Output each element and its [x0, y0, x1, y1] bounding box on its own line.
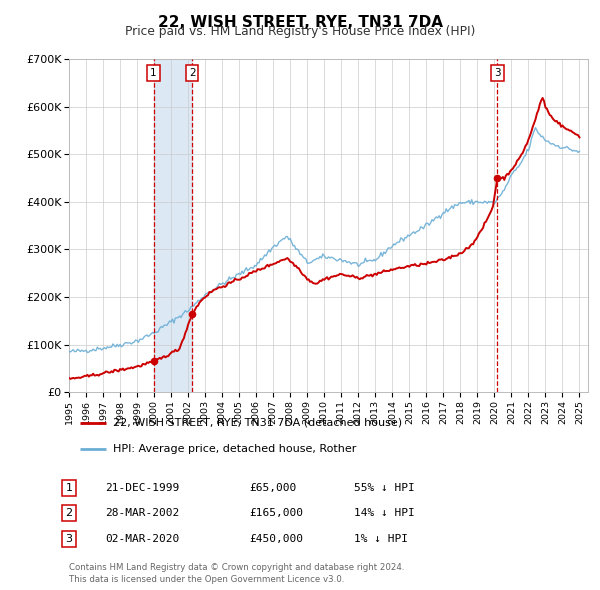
- Text: 1: 1: [65, 483, 73, 493]
- Text: £65,000: £65,000: [249, 483, 296, 493]
- Text: 3: 3: [494, 68, 500, 78]
- Text: 22, WISH STREET, RYE, TN31 7DA (detached house): 22, WISH STREET, RYE, TN31 7DA (detached…: [113, 418, 402, 428]
- Text: £450,000: £450,000: [249, 534, 303, 543]
- Text: 21-DEC-1999: 21-DEC-1999: [105, 483, 179, 493]
- Text: 2: 2: [189, 68, 196, 78]
- Text: 1% ↓ HPI: 1% ↓ HPI: [354, 534, 408, 543]
- Text: 1: 1: [150, 68, 157, 78]
- Text: 3: 3: [65, 534, 73, 543]
- Text: Contains HM Land Registry data © Crown copyright and database right 2024.
This d: Contains HM Land Registry data © Crown c…: [69, 563, 404, 584]
- Text: £165,000: £165,000: [249, 509, 303, 518]
- Text: 02-MAR-2020: 02-MAR-2020: [105, 534, 179, 543]
- Text: 14% ↓ HPI: 14% ↓ HPI: [354, 509, 415, 518]
- Bar: [154, 59, 192, 392]
- Text: 55% ↓ HPI: 55% ↓ HPI: [354, 483, 415, 493]
- Text: 28-MAR-2002: 28-MAR-2002: [105, 509, 179, 518]
- Text: 2: 2: [65, 509, 73, 518]
- Text: Price paid vs. HM Land Registry's House Price Index (HPI): Price paid vs. HM Land Registry's House …: [125, 25, 475, 38]
- Text: HPI: Average price, detached house, Rother: HPI: Average price, detached house, Roth…: [113, 444, 356, 454]
- Text: 22, WISH STREET, RYE, TN31 7DA: 22, WISH STREET, RYE, TN31 7DA: [157, 15, 443, 30]
